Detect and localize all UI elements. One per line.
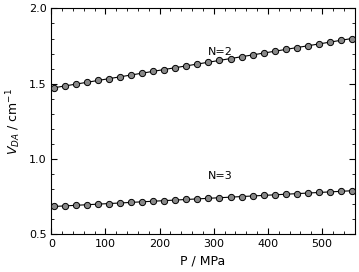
Text: N=3: N=3	[208, 171, 233, 181]
Y-axis label: $\it{V_{DA}}$ / cm$^{-1}$: $\it{V_{DA}}$ / cm$^{-1}$	[4, 88, 23, 155]
Text: N=2: N=2	[208, 47, 233, 57]
X-axis label: P / MPa: P / MPa	[180, 255, 225, 268]
